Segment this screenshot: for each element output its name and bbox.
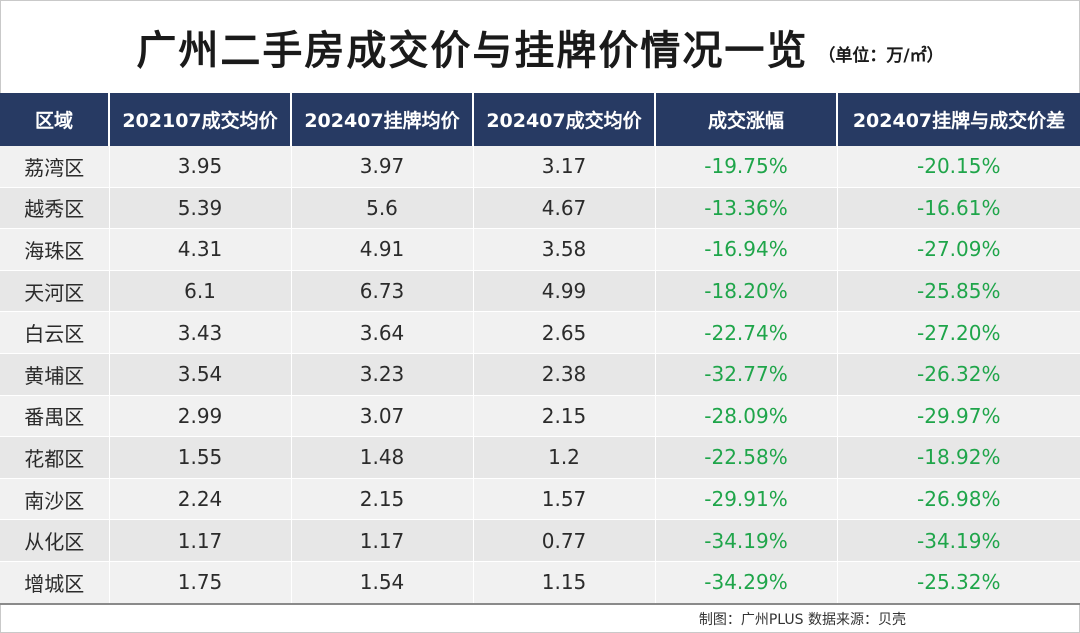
cell-listing-price-2024: 6.73: [291, 270, 474, 313]
cell-listing-deal-gap: -34.19%: [837, 519, 1080, 562]
cell-listing-price-2024: 4.91: [291, 228, 474, 271]
cell-listing-deal-gap: -27.20%: [837, 311, 1080, 354]
cell-district: 花都区: [0, 436, 110, 479]
cell-listing-deal-gap: -26.98%: [837, 478, 1080, 521]
table-row: 花都区 1.55 1.48 1.2 -22.58% -18.92%: [0, 436, 1080, 479]
cell-change: -32.77%: [655, 353, 838, 396]
cell-change: -34.29%: [655, 561, 838, 604]
cell-deal-price-2024: 4.67: [473, 187, 656, 230]
cell-listing-price-2024: 5.6: [291, 187, 474, 230]
cell-district: 南沙区: [0, 478, 110, 521]
cell-deal-price-2021: 2.24: [109, 478, 292, 521]
table-row: 白云区 3.43 3.64 2.65 -22.74% -27.20%: [0, 311, 1080, 354]
cell-deal-price-2024: 2.15: [473, 395, 656, 438]
cell-listing-deal-gap: -27.09%: [837, 228, 1080, 271]
cell-deal-price-2021: 2.99: [109, 395, 292, 438]
cell-listing-price-2024: 1.48: [291, 436, 474, 479]
cell-district: 海珠区: [0, 228, 110, 271]
table-body: 荔湾区 3.95 3.97 3.17 -19.75% -20.15% 越秀区 5.39 5.6 4…: [0, 146, 1080, 604]
cell-deal-price-2021: 3.54: [109, 353, 292, 396]
cell-deal-price-2024: 3.58: [473, 228, 656, 271]
cell-listing-deal-gap: -16.61%: [837, 187, 1080, 230]
cell-district: 增城区: [0, 561, 110, 604]
cell-deal-price-2024: 3.17: [473, 146, 656, 188]
cell-listing-price-2024: 1.54: [291, 561, 474, 604]
cell-district: 越秀区: [0, 187, 110, 230]
title-area: 广州二手房成交价与挂牌价情况一览 （单位：万/㎡）: [0, 0, 1080, 93]
table-row: 越秀区 5.39 5.6 4.67 -13.36% -16.61%: [0, 187, 1080, 230]
table-row: 海珠区 4.31 4.91 3.58 -16.94% -27.09%: [0, 228, 1080, 271]
cell-district: 白云区: [0, 311, 110, 354]
cell-listing-price-2024: 3.07: [291, 395, 474, 438]
cell-listing-deal-gap: -25.85%: [837, 270, 1080, 313]
table-row: 从化区 1.17 1.17 0.77 -34.19% -34.19%: [0, 519, 1080, 562]
cell-deal-price-2021: 1.17: [109, 519, 292, 562]
cell-change: -16.94%: [655, 228, 838, 271]
cell-change: -34.19%: [655, 519, 838, 562]
cell-listing-price-2024: 2.15: [291, 478, 474, 521]
cell-deal-price-2024: 4.99: [473, 270, 656, 313]
column-header-listing-deal-gap: 202407挂牌与成交价差: [837, 93, 1080, 146]
cell-change: -22.74%: [655, 311, 838, 354]
column-header-deal-price-2024: 202407成交均价: [473, 93, 656, 146]
page-title: 广州二手房成交价与挂牌价情况一览: [136, 27, 809, 74]
cell-deal-price-2024: 0.77: [473, 519, 656, 562]
cell-deal-price-2021: 1.55: [109, 436, 292, 479]
cell-change: -13.36%: [655, 187, 838, 230]
cell-deal-price-2021: 3.95: [109, 146, 292, 188]
cell-change: -19.75%: [655, 146, 838, 188]
cell-deal-price-2021: 4.31: [109, 228, 292, 271]
cell-listing-deal-gap: -18.92%: [837, 436, 1080, 479]
cell-change: -18.20%: [655, 270, 838, 313]
cell-deal-price-2024: 1.2: [473, 436, 656, 479]
cell-listing-price-2024: 3.97: [291, 146, 474, 188]
unit-label: （单位：万/㎡）: [818, 46, 944, 66]
cell-change: -28.09%: [655, 395, 838, 438]
cell-deal-price-2024: 2.65: [473, 311, 656, 354]
cell-deal-price-2021: 6.1: [109, 270, 292, 313]
cell-district: 从化区: [0, 519, 110, 562]
cell-listing-price-2024: 3.64: [291, 311, 474, 354]
table-bottom-divider: [0, 603, 1080, 605]
table-row: 南沙区 2.24 2.15 1.57 -29.91% -26.98%: [0, 478, 1080, 521]
cell-deal-price-2021: 3.43: [109, 311, 292, 354]
table-row: 番禺区 2.99 3.07 2.15 -28.09% -29.97%: [0, 395, 1080, 438]
price-table: 区域 202107成交均价 202407挂牌均价 202407成交均价 成交涨幅…: [0, 93, 1080, 604]
cell-deal-price-2021: 1.75: [109, 561, 292, 604]
column-header-listing-price-2024: 202407挂牌均价: [291, 93, 474, 146]
cell-deal-price-2024: 1.57: [473, 478, 656, 521]
cell-deal-price-2024: 2.38: [473, 353, 656, 396]
cell-listing-deal-gap: -25.32%: [837, 561, 1080, 604]
cell-deal-price-2024: 1.15: [473, 561, 656, 604]
cell-listing-price-2024: 1.17: [291, 519, 474, 562]
cell-district: 天河区: [0, 270, 110, 313]
cell-district: 荔湾区: [0, 146, 110, 188]
footer-credit: 制图：广州PLUS 数据来源：贝壳: [698, 612, 906, 628]
cell-deal-price-2021: 5.39: [109, 187, 292, 230]
cell-listing-price-2024: 3.23: [291, 353, 474, 396]
cell-district: 番禺区: [0, 395, 110, 438]
table-header-row: 区域 202107成交均价 202407挂牌均价 202407成交均价 成交涨幅…: [0, 93, 1080, 146]
column-header-district: 区域: [0, 93, 110, 146]
column-header-deal-price-2021: 202107成交均价: [109, 93, 292, 146]
table-row: 黄埔区 3.54 3.23 2.38 -32.77% -26.32%: [0, 353, 1080, 396]
column-header-change: 成交涨幅: [655, 93, 838, 146]
cell-district: 黄埔区: [0, 353, 110, 396]
cell-change: -29.91%: [655, 478, 838, 521]
cell-listing-deal-gap: -29.97%: [837, 395, 1080, 438]
cell-change: -22.58%: [655, 436, 838, 479]
table-row: 荔湾区 3.95 3.97 3.17 -19.75% -20.15%: [0, 146, 1080, 188]
cell-listing-deal-gap: -26.32%: [837, 353, 1080, 396]
cell-listing-deal-gap: -20.15%: [837, 146, 1080, 188]
table-row: 天河区 6.1 6.73 4.99 -18.20% -25.85%: [0, 270, 1080, 313]
table-row: 增城区 1.75 1.54 1.15 -34.29% -25.32%: [0, 561, 1080, 604]
